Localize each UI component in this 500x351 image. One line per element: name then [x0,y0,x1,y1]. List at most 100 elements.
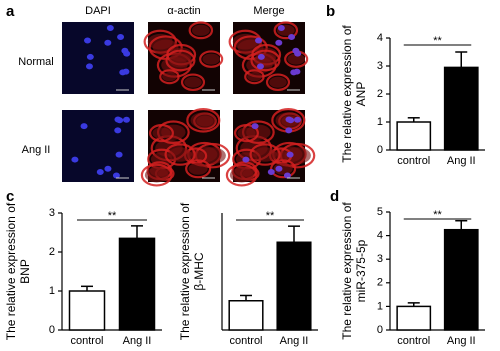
actin [140,163,173,187]
y-tick-label: 3 [377,60,383,72]
nucleus [104,39,112,46]
bar [228,300,264,331]
micrographs [62,21,316,187]
bar [396,121,432,151]
nucleus [242,156,250,163]
nucleus [112,172,120,179]
nucleus [84,37,92,44]
x-tick-label: Ang II [123,335,152,347]
error-bar [81,285,93,291]
actin [186,108,221,133]
y-tick-label: 0 [49,324,55,336]
actin [185,159,212,179]
y-tick-label: 4 [377,230,383,242]
y-axis-label: The relative expression of [340,202,354,340]
actin [273,21,299,40]
actin-fill [237,127,256,139]
nucleus [288,34,296,41]
row-label: Normal [18,56,53,68]
significance: ** [433,209,442,221]
bar [443,228,479,331]
panel-label: c [6,188,14,205]
nucleus [283,172,291,179]
actin-fill [169,53,192,68]
actin [180,73,206,92]
column-label: DAPI [85,5,111,17]
y-tick-label: 0 [377,324,383,336]
nucleus [285,116,293,123]
panel-label: a [6,3,15,20]
error-bar [131,225,143,239]
x-tick-label: Ang II [447,155,476,167]
actin [165,49,196,72]
y-axis-label: β-MHC [192,252,206,291]
nucleus [80,123,88,130]
nucleus [251,123,259,130]
bar [396,305,432,331]
error-bar [240,294,252,301]
nucleus [290,69,298,76]
error-bar [407,117,420,122]
column-label: Merge [253,5,284,17]
x-tick-label: Ang II [447,335,476,347]
actin [225,163,258,187]
actin-fill [247,72,262,82]
actin [149,124,174,143]
nucleus [117,34,125,41]
y-tick-label: 4 [377,32,383,44]
nucleus [85,63,93,70]
x-tick-label: control [70,335,103,347]
micrograph [62,22,134,94]
significance: ** [433,35,442,47]
y-axis-label: miR-375-5p [354,239,368,302]
y-axis-label: BNP [18,259,32,284]
nucleus [294,50,302,57]
nucleus [106,25,114,32]
actin [164,143,196,166]
bar [276,241,312,331]
y-tick-label: 3 [49,207,55,219]
actin-fill [190,112,217,129]
nucleus [255,37,263,44]
y-tick-label: 5 [377,206,383,218]
actin [270,159,297,179]
error-bar [455,51,468,68]
significance: ** [266,210,275,222]
panel-label: d [330,188,339,205]
y-tick-label: 2 [377,277,383,289]
column-label: α-actin [167,5,200,17]
actin [234,124,259,143]
y-axis-label: The relative expression of [340,25,354,163]
y-axis-label: ANP [354,82,368,107]
actin-fill [144,167,169,183]
significance: ** [108,210,117,222]
actin-fill [184,76,202,88]
y-tick-label: 2 [49,246,55,258]
nucleus [285,127,293,134]
x-tick-label: control [229,335,262,347]
nucleus [257,53,265,60]
nucleus [86,53,94,60]
nucleus [275,165,283,172]
actin-fill [229,167,254,183]
actin [199,50,224,68]
actin-fill [202,53,220,65]
nucleus [119,69,127,76]
y-tick-label: 3 [377,253,383,265]
nucleus [96,169,104,176]
actin [159,69,180,85]
actin-fill [287,53,305,65]
nucleus [71,156,79,163]
panel-label: b [326,3,335,20]
bar [443,66,479,151]
y-axis-label: The relative expression of [178,202,192,340]
y-axis-label: The relative expression of [4,202,18,340]
nucleus [123,50,131,57]
actin [244,69,265,85]
actin [265,73,291,92]
nucleus [275,39,283,46]
actin [188,21,214,40]
error-bar [288,225,300,243]
y-tick-label: 1 [377,116,383,128]
